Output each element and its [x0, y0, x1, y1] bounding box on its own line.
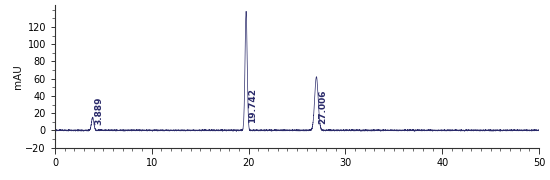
Text: 27.006: 27.006 — [318, 90, 328, 124]
Text: 19.742: 19.742 — [248, 88, 257, 123]
Text: 3.889: 3.889 — [95, 96, 103, 125]
Y-axis label: mAU: mAU — [13, 64, 23, 89]
